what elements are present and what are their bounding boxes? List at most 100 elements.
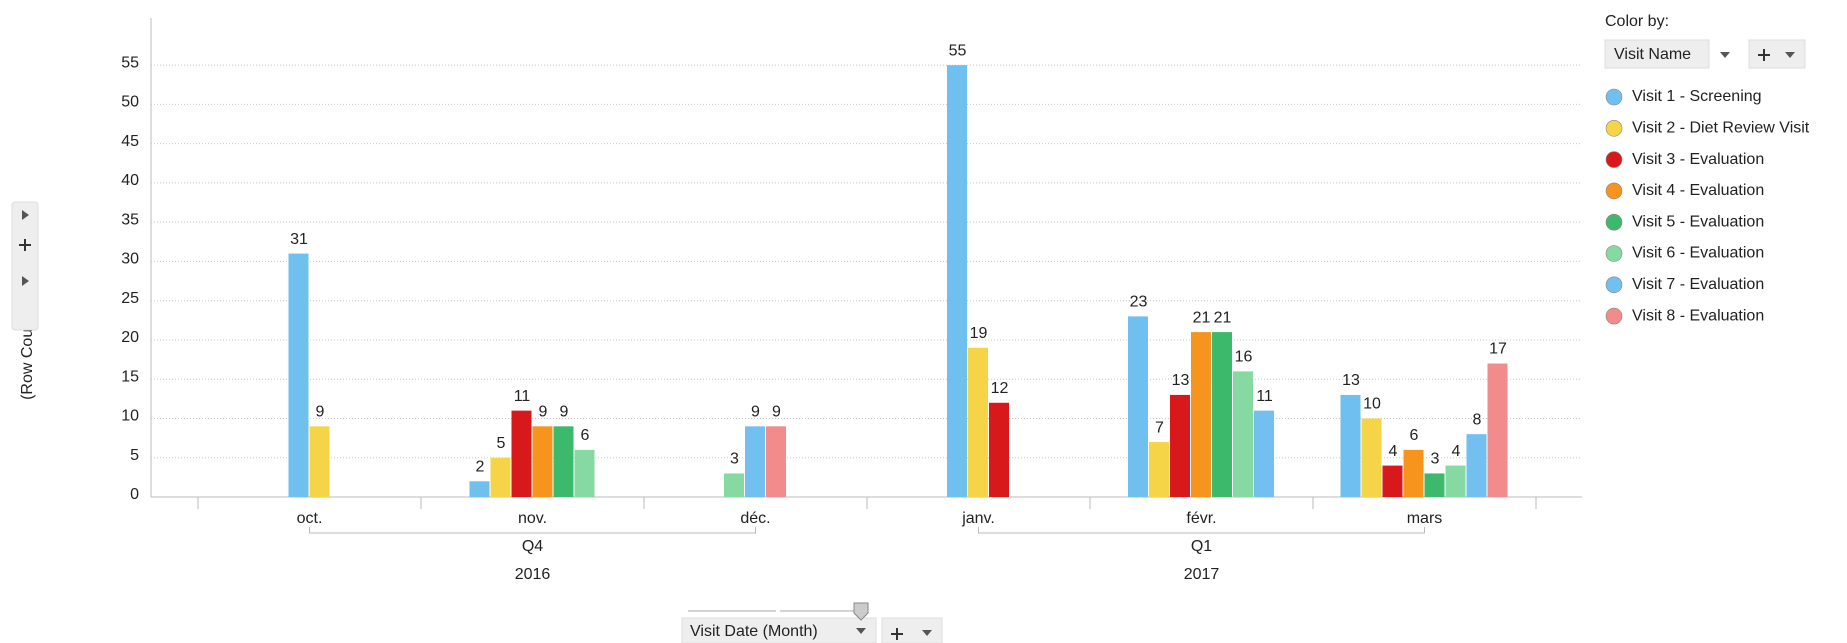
expand-arrow[interactable] (22, 276, 29, 286)
bar (1487, 363, 1508, 497)
dropdown-arrow[interactable] (1785, 52, 1795, 58)
bar (1212, 332, 1232, 497)
dropdown-arrow[interactable] (922, 630, 932, 636)
data-label: 9 (539, 404, 548, 421)
bar (1445, 465, 1466, 497)
y-axis-controls[interactable] (11, 201, 39, 331)
bar (1466, 434, 1487, 497)
x-tick-label: oct. (297, 510, 323, 527)
bar (1340, 394, 1361, 497)
x-tick-label: nov. (518, 510, 547, 527)
color-add-button[interactable] (1748, 39, 1806, 69)
quarter-label: Q4 (522, 538, 543, 555)
y-tick-label: 15 (121, 368, 139, 385)
x-tick-label: déc. (740, 510, 770, 527)
data-label: 3 (1431, 451, 1440, 468)
bar (766, 426, 786, 497)
bar (469, 481, 490, 497)
data-label: 12 (991, 380, 1009, 397)
data-label: 13 (1342, 372, 1360, 389)
quarter-bracket (309, 527, 756, 534)
y-tick-label: 40 (121, 172, 139, 189)
data-label: 13 (1172, 372, 1190, 389)
data-label: 31 (290, 231, 308, 248)
quarter-label: Q1 (1191, 538, 1212, 555)
x-add-button[interactable] (881, 617, 943, 643)
x-tick-label: févr. (1186, 510, 1216, 527)
bar (511, 410, 532, 497)
bar (968, 347, 988, 497)
data-label: 19 (970, 325, 988, 342)
add-icon[interactable] (1758, 49, 1770, 61)
legend-label: Visit 6 - Evaluation (1632, 245, 1764, 262)
bar (1424, 473, 1445, 497)
bar (724, 473, 744, 497)
y-axis-label: (Row Count) (19, 310, 36, 400)
legend-swatch (1605, 88, 1623, 106)
bar (574, 449, 595, 497)
data-label: 55 (949, 42, 967, 59)
data-label: 3 (730, 451, 739, 468)
control-panel[interactable] (11, 201, 39, 331)
bar (745, 426, 765, 497)
bar (490, 457, 511, 497)
legend-swatch (1605, 245, 1623, 262)
legend-title: Color by: (1605, 13, 1669, 30)
y-tick-label: 0 (130, 486, 139, 503)
data-label: 21 (1193, 309, 1211, 326)
data-label: 10 (1363, 396, 1381, 413)
bar (532, 426, 553, 497)
legend-swatch (1605, 276, 1623, 294)
data-label: 4 (1452, 443, 1461, 460)
legend-swatch (1605, 307, 1623, 325)
data-label: 6 (581, 427, 590, 444)
y-tick-label: 45 (121, 133, 139, 150)
color-by-label: Visit Name (1614, 46, 1691, 63)
data-label: 9 (560, 404, 569, 421)
dropdown-arrow[interactable] (856, 628, 866, 634)
bar (1254, 410, 1274, 497)
data-label: 2 (476, 459, 485, 476)
legend-label: Visit 7 - Evaluation (1632, 276, 1764, 293)
legend-label: Visit 2 - Diet Review Visit (1632, 120, 1810, 137)
bar (947, 65, 967, 498)
slider-handle[interactable] (853, 602, 869, 621)
data-label: 4 (1389, 443, 1398, 460)
bar (1149, 442, 1169, 497)
add-button[interactable] (19, 239, 31, 251)
bar (989, 402, 1009, 497)
x-axis-label: Visit Date (Month) (690, 623, 818, 640)
data-label: 9 (316, 404, 325, 421)
y-tick-label: 30 (121, 251, 139, 268)
legend-label: Visit 5 - Evaluation (1632, 213, 1764, 230)
legend-swatch (1605, 182, 1623, 200)
data-label: 8 (1473, 411, 1482, 428)
bar (1170, 394, 1190, 497)
bar (1191, 332, 1211, 497)
x-tick-label: janv. (961, 510, 995, 527)
legend-label: Visit 3 - Evaluation (1632, 151, 1764, 168)
x-axis-selector[interactable] (681, 617, 877, 643)
quarter-bracket (978, 527, 1425, 534)
bar (1361, 418, 1382, 497)
data-label: 23 (1130, 294, 1148, 311)
data-label: 16 (1235, 349, 1253, 366)
add-icon[interactable] (891, 628, 903, 640)
dropdown-arrow[interactable] (1720, 52, 1730, 58)
x-tick-label: mars (1407, 510, 1443, 527)
legend-label: Visit 1 - Screening (1632, 88, 1762, 105)
y-tick-label: 50 (121, 94, 139, 111)
legend-swatch (1605, 213, 1623, 231)
data-label: 11 (1256, 388, 1273, 405)
y-tick-label: 5 (130, 447, 139, 464)
data-label: 11 (514, 388, 531, 405)
expand-arrow[interactable] (22, 210, 29, 220)
data-label: 6 (1410, 427, 1419, 444)
bar (1128, 316, 1148, 497)
bar (1382, 465, 1403, 497)
bar (309, 426, 330, 497)
color-by-selector[interactable] (1604, 39, 1710, 69)
year-label: 2016 (515, 566, 551, 583)
data-label: 5 (497, 435, 506, 452)
